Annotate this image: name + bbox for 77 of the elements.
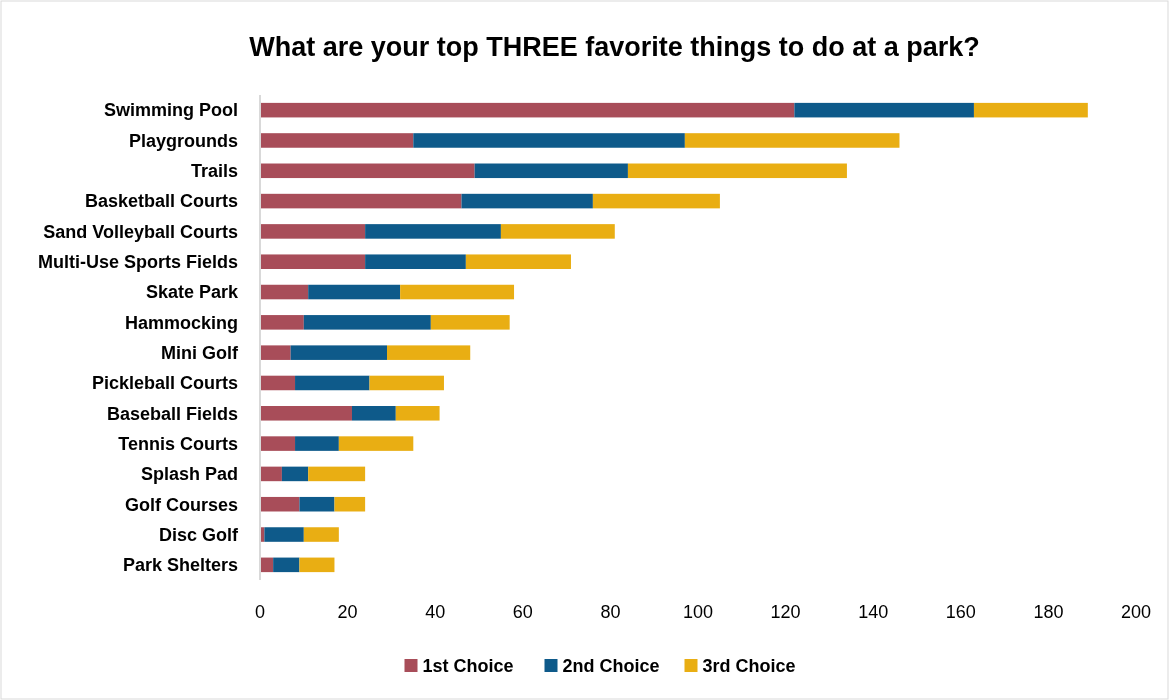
bar — [260, 406, 352, 421]
y-tick-label: Disc Golf — [158, 524, 239, 545]
bar — [474, 163, 628, 179]
legend-label: 1st Choice — [422, 656, 514, 677]
bar — [334, 496, 366, 512]
bar — [260, 102, 795, 118]
y-tick-label: Swimming Pool — [103, 100, 238, 121]
x-tick-label: 200 — [1120, 602, 1152, 622]
x-tick-label: 140 — [858, 602, 889, 622]
bar — [500, 224, 615, 239]
y-tick-label: Tennis Courts — [118, 433, 238, 454]
bar — [260, 193, 462, 209]
bar — [308, 284, 401, 300]
bar — [430, 315, 510, 330]
bar — [260, 254, 366, 269]
bar — [281, 466, 309, 482]
x-tick-label: 120 — [770, 602, 801, 622]
bar — [260, 163, 475, 179]
legend-label: 2nd Choice — [562, 656, 660, 677]
x-tick-label: 180 — [1033, 602, 1064, 622]
bar — [273, 557, 300, 573]
bar — [260, 224, 366, 239]
bar — [295, 436, 339, 451]
bar — [400, 284, 515, 300]
x-tick-label: 80 — [600, 602, 621, 622]
y-tick-label: Splash Pad — [140, 464, 238, 485]
bar — [627, 163, 847, 179]
bar — [592, 193, 720, 209]
bar — [299, 496, 335, 512]
bar — [351, 406, 396, 421]
chart-title: What are your top THREE favorite things to do at a park? — [249, 32, 980, 62]
bar — [461, 193, 593, 209]
x-tick-label: 100 — [682, 602, 714, 622]
x-tick-label: 0 — [254, 602, 266, 622]
bar — [260, 284, 309, 300]
bar — [338, 436, 414, 451]
bar — [260, 375, 296, 391]
y-tick-label: Mini Golf — [161, 342, 239, 363]
bar — [365, 224, 501, 239]
x-tick-label: 40 — [425, 602, 446, 622]
y-tick-label: Trails — [190, 161, 238, 182]
bar — [290, 345, 388, 360]
bar — [299, 557, 335, 573]
bar — [264, 527, 304, 542]
y-tick-label: Skate Park — [145, 282, 239, 303]
bar — [413, 133, 685, 148]
x-tick-label: 20 — [337, 602, 358, 622]
y-tick-label: Pickleball Courts — [91, 373, 238, 394]
legend-label: 3rd Choice — [702, 656, 796, 677]
bar — [973, 102, 1088, 118]
bar — [260, 133, 414, 148]
x-tick-label: 160 — [945, 602, 976, 622]
bar — [308, 466, 366, 482]
bar — [369, 375, 444, 391]
y-tick-label: Sand Volleyball Courts — [43, 221, 238, 242]
bar — [260, 466, 282, 482]
bar — [395, 406, 440, 421]
y-tick-label: Park Shelters — [122, 555, 238, 576]
bar — [260, 496, 300, 512]
bar — [465, 254, 571, 269]
bar — [365, 254, 466, 269]
y-tick-label: Baseball Fields — [106, 403, 238, 424]
bar — [303, 315, 431, 330]
bar — [260, 345, 291, 360]
bar — [295, 375, 370, 391]
y-tick-label: Hammocking — [124, 312, 238, 333]
bar — [260, 436, 296, 451]
bar — [387, 345, 471, 360]
y-tick-label: Multi-Use Sports Fields — [37, 252, 238, 273]
bar — [303, 527, 339, 542]
x-tick-label: 60 — [512, 602, 533, 622]
y-tick-label: Basketball Courts — [84, 191, 238, 212]
bar — [794, 102, 974, 118]
y-tick-label: Golf Courses — [124, 494, 238, 515]
bar — [260, 315, 304, 330]
y-tick-label: Playgrounds — [128, 130, 238, 151]
bar — [684, 133, 900, 148]
